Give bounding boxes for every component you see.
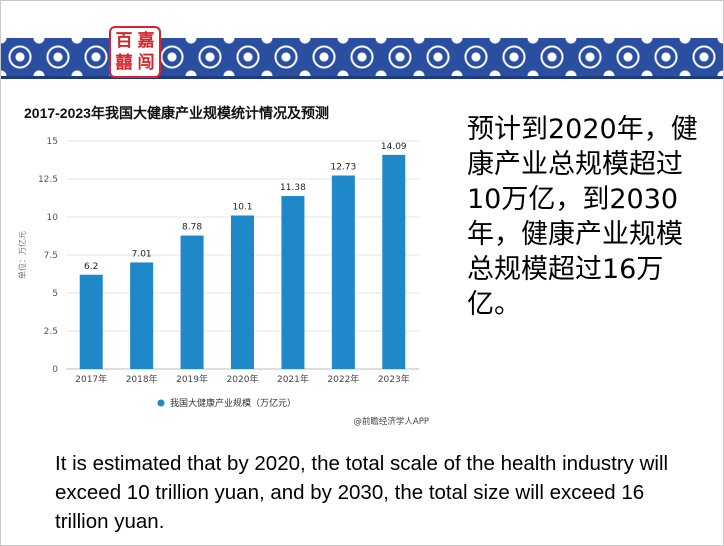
y-axis-label: 单位：万亿元: [17, 231, 27, 279]
logo-char: 闯: [137, 53, 155, 73]
chart-source: @前瞻经济学人APP: [353, 416, 429, 427]
bar: [130, 262, 154, 369]
data-label: 10.1: [232, 202, 252, 212]
y-tick-label: 5: [52, 289, 58, 299]
y-tick-label: 12.5: [38, 175, 58, 185]
x-tick-label: 2019年: [176, 373, 208, 385]
x-tick-label: 2023年: [378, 373, 410, 385]
logo-char: 嘉: [137, 31, 155, 51]
logo-char: 囍: [115, 53, 133, 73]
logo-char: 百: [115, 31, 133, 51]
y-tick-label: 0: [52, 365, 58, 375]
legend-label: 我国大健康产业规模（万亿元）: [170, 397, 296, 409]
y-tick-label: 2.5: [44, 327, 58, 337]
bar: [281, 196, 305, 369]
y-tick-label: 10: [47, 213, 59, 223]
banner-divider: [1, 76, 723, 79]
x-tick-label: 2022年: [327, 373, 359, 385]
chart-title: 2017-2023年我国大健康产业规模统计情况及预测: [24, 105, 329, 121]
data-label: 14.09: [381, 142, 407, 152]
english-summary: It is estimated that by 2020, the total …: [55, 452, 669, 533]
data-label: 11.38: [280, 183, 306, 193]
data-label: 12.73: [330, 163, 356, 173]
data-label: 7.01: [132, 249, 152, 259]
x-tick-label: 2021年: [277, 373, 309, 385]
data-label: 8.78: [182, 223, 202, 233]
chinese-summary: 预计到2020年，健康产业总规模超过10万亿，到2030年，健康产业规模总规模超…: [467, 114, 698, 320]
bar-chart: 0 2.5 5 7.5 10 12.5 15 单位：万亿元 6.2 2017年 7.01 2018年 8…: [17, 137, 429, 427]
seal-logo: 百 嘉 囍 闯: [109, 26, 161, 78]
legend-marker: [157, 399, 165, 407]
x-tick-label: 2018年: [126, 373, 158, 385]
bar: [79, 274, 103, 369]
bar: [231, 215, 254, 369]
x-tick-label: 2020年: [227, 373, 259, 385]
bar: [331, 175, 355, 369]
bar: [180, 235, 204, 369]
data-label: 6.2: [84, 262, 98, 272]
y-tick-label: 7.5: [44, 251, 58, 261]
bar: [382, 154, 406, 369]
x-tick-label: 2017年: [75, 373, 107, 385]
y-tick-label: 15: [47, 137, 58, 147]
